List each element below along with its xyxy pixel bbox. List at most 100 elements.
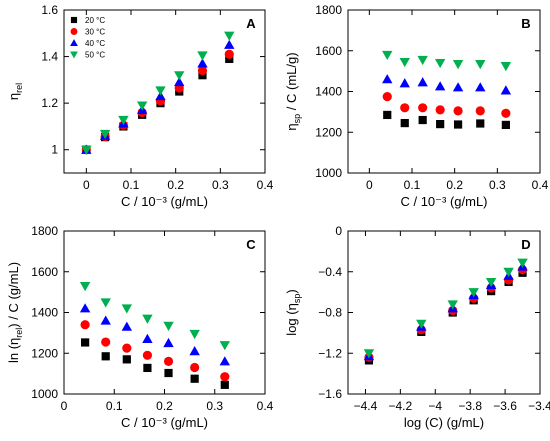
data-point (476, 119, 485, 128)
y-tick-label: 1.6 (41, 3, 58, 17)
chart-panel-d: −4.4 −4.2 −4 −3.8 −3.6 −3.4 −1.6 −1.2 −0.8 −0.4 0 l… (284, 224, 550, 430)
data-point (453, 120, 463, 129)
y-tick-label: −1.2 (318, 346, 342, 360)
series-0 (383, 110, 510, 130)
y-tick-label: 1200 (315, 125, 342, 139)
data-point (80, 320, 90, 330)
data-point (501, 120, 510, 130)
data-point (363, 349, 375, 359)
x-tick-label: −4.2 (389, 399, 413, 413)
y-axis-label-subscript: sp (292, 114, 302, 124)
data-point (399, 78, 410, 88)
data-point (452, 82, 464, 92)
data-point (383, 110, 392, 120)
x-axis-label: C / 10⁻³ (g/mL) (121, 194, 208, 209)
data-point (197, 65, 208, 76)
data-point (121, 321, 133, 331)
y-tick-label: 1600 (31, 265, 58, 279)
data-point (118, 115, 129, 126)
data-point (447, 300, 458, 310)
x-tick-label: −4 (428, 399, 442, 413)
data-point (197, 58, 208, 68)
data-point (155, 86, 166, 96)
series-2 (382, 74, 512, 95)
x-axis-label: C / 10⁻³ (g/mL) (121, 415, 208, 430)
chart-panel-c: 0 0.1 0.2 0.3 0.4 1000 1200 1400 1600 1800 C / 10⁻… (6, 224, 274, 430)
series-1 (80, 320, 230, 382)
plot-frame (347, 230, 541, 395)
data-point (382, 50, 393, 61)
legend-marker (70, 39, 78, 46)
x-tick-label: 0.2 (156, 399, 173, 413)
x-tick-label: 0.2 (446, 178, 463, 192)
series-0 (81, 338, 229, 389)
y-axis-label: ηsp / C (mL/g) (284, 52, 302, 130)
y-axis-label-main: η (6, 93, 21, 100)
y-tick-label: −0.8 (318, 306, 342, 320)
y-tick-label: 1200 (31, 346, 58, 360)
x-tick-label: 0.4 (532, 178, 549, 192)
data-point (220, 380, 229, 389)
data-point (436, 120, 445, 129)
chart-panel-a: 0 0.1 0.2 0.3 0.4 1 1.2 1.4 1.6 C / 10⁻³ (g/mL) ηr… (6, 3, 274, 209)
y-tick-label: −0.4 (318, 265, 342, 279)
data-point (485, 277, 497, 288)
data-point (197, 51, 208, 61)
data-point (142, 350, 153, 360)
data-point (143, 363, 152, 373)
data-point (453, 106, 463, 116)
data-point (517, 258, 528, 268)
y-tick-label: 1.2 (41, 96, 58, 110)
data-point (174, 76, 185, 87)
data-point (101, 352, 110, 361)
legend-label: 20 °C (85, 16, 105, 25)
y-axis-label-subscript: rel (14, 328, 24, 338)
series-0 (364, 268, 527, 365)
legend-marker-wrap (70, 51, 78, 59)
y-tick-label: 1.4 (41, 50, 58, 64)
data-point (224, 49, 234, 59)
y-axis-label: ηrel (6, 83, 24, 100)
data-point (99, 129, 111, 140)
series-2 (363, 261, 528, 361)
x-tick-label: 0.2 (167, 178, 184, 192)
data-point (417, 77, 428, 87)
data-point (163, 356, 174, 366)
data-point (81, 338, 90, 347)
data-point (190, 362, 200, 373)
y-tick-label: 1400 (315, 85, 342, 99)
y-axis-label-main: η (284, 123, 299, 130)
legend-marker-wrap (70, 39, 78, 46)
data-point (79, 303, 91, 313)
x-tick-label: −3.8 (458, 399, 482, 413)
data-point (452, 59, 464, 70)
data-point (500, 62, 512, 72)
panel-letter: C (246, 237, 256, 252)
x-tick-label: 0.1 (404, 178, 421, 192)
x-tick-label: 0.4 (257, 178, 274, 192)
legend-marker-wrap (70, 28, 78, 35)
data-point (219, 341, 230, 351)
data-point (164, 368, 173, 378)
data-point (382, 91, 392, 102)
data-point (198, 71, 207, 80)
data-point (163, 337, 174, 348)
legend-label: 40 °C (85, 39, 105, 48)
data-point (468, 288, 479, 298)
data-point (121, 304, 133, 314)
data-point (100, 298, 111, 308)
y-axis-label-rest: ) / C (g/mL) (6, 262, 21, 328)
data-point (122, 355, 131, 364)
y-tick-label: 1800 (31, 224, 58, 238)
x-tick-label: 0 (366, 178, 373, 192)
plot-frame (347, 9, 541, 174)
x-tick-label: 0.1 (123, 178, 140, 192)
y-tick-label: 1400 (31, 306, 58, 320)
data-point (434, 81, 446, 91)
panel-letter: D (521, 237, 530, 252)
data-point (174, 71, 185, 81)
data-point (434, 58, 446, 69)
y-tick-label: 1 (51, 143, 58, 157)
series-3 (363, 258, 528, 359)
data-point (225, 54, 234, 63)
